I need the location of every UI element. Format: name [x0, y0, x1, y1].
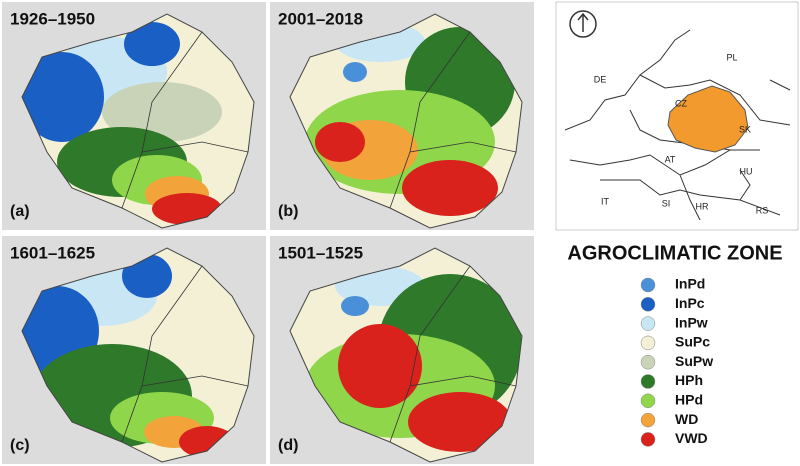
zone-area [343, 62, 367, 82]
legend-label: SuPc [675, 334, 710, 350]
region-outline [21, 247, 255, 463]
zone-area [124, 22, 180, 66]
legend-label: InPd [675, 276, 705, 292]
legend-swatch [640, 393, 656, 409]
zones [305, 266, 522, 452]
legend-label: InPc [675, 295, 705, 311]
legend-title: AGROCLIMATIC ZONE [567, 242, 782, 264]
border [639, 74, 791, 126]
map-panel: 1501–1525 (d) [270, 236, 534, 464]
legend-label: InPw [675, 314, 708, 330]
legend-label: WD [675, 411, 698, 427]
region-outline [289, 13, 523, 229]
zones [305, 22, 515, 216]
legend-swatch [640, 432, 656, 447]
country-label: CZ [675, 98, 687, 108]
country-label: IT [601, 196, 610, 206]
map-panel: 1926–1950 (a) [2, 2, 266, 230]
border [739, 169, 751, 201]
legend-swatch [640, 354, 656, 370]
zone-area [402, 160, 498, 216]
legend-label: SuPw [675, 353, 713, 369]
panel-title: 1501–1525 [278, 243, 363, 262]
zone-area [315, 122, 365, 162]
border [569, 149, 760, 176]
zone-area [341, 296, 369, 316]
zone-area [152, 193, 222, 225]
legend-swatch [640, 335, 656, 351]
legend: InPd InPc InPw SuPc SuPw HPh HPd WD VWD [640, 276, 713, 447]
border [679, 174, 701, 221]
zone-area [338, 324, 422, 408]
panel-title: 2001–2018 [278, 9, 363, 28]
country-label: SK [739, 124, 751, 134]
internal-border [121, 31, 249, 209]
country-label: PL [726, 52, 737, 62]
zone-area [22, 52, 104, 142]
panel-title: 1601–1625 [10, 243, 95, 262]
inset-map: DE PL CZ SK AT HU IT SI HR RS [555, 1, 799, 231]
zone-area [408, 392, 512, 452]
panel-label: (a) [10, 203, 30, 220]
country-label: SI [662, 198, 671, 208]
country-label: DE [594, 74, 607, 84]
country-label: AT [665, 154, 676, 164]
panels: 1926–1950 (a) 2001–2018 (b) 1601–1625 (c) 1501… [2, 2, 534, 464]
north-arrow-tip [577, 12, 589, 32]
legend-label: VWD [675, 430, 708, 446]
map-panel: 2001–2018 (b) [270, 2, 534, 230]
map-panel: 1601–1625 (c) [2, 236, 266, 464]
internal-border [389, 31, 517, 209]
panel-title: 1926–1950 [10, 9, 95, 28]
highlighted-country [667, 85, 749, 153]
internal-border [121, 265, 249, 443]
country-borders [564, 29, 791, 221]
legend-swatch [640, 297, 656, 312]
border [564, 29, 691, 131]
region-outline [21, 13, 255, 229]
zones [22, 22, 222, 225]
legend-swatch [640, 316, 656, 331]
panel-label: (d) [278, 437, 298, 454]
panel-label: (b) [278, 203, 298, 220]
legend-label: HPd [675, 392, 703, 408]
zone-area [102, 82, 222, 142]
legend-swatch [640, 412, 656, 428]
legend-label: HPh [675, 372, 703, 388]
region-outline [289, 247, 523, 463]
internal-border [389, 265, 517, 443]
legend-swatch [640, 374, 656, 389]
country-label: HU [740, 166, 753, 176]
country-label: RS [756, 205, 769, 215]
country-label: HR [696, 201, 709, 211]
border [769, 79, 791, 91]
panel-label: (c) [10, 437, 30, 454]
legend-swatch [640, 277, 656, 293]
